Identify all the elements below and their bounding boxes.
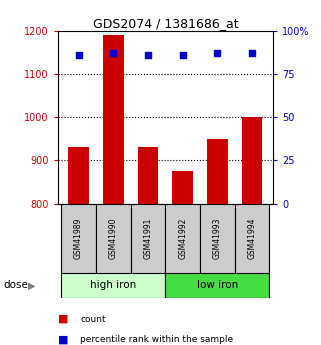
Bar: [242, 117, 263, 204]
Text: GSM41992: GSM41992: [178, 217, 187, 259]
Text: ■: ■: [58, 335, 68, 345]
Text: percentile rank within the sample: percentile rank within the sample: [80, 335, 233, 344]
Bar: [61, 273, 165, 298]
Text: GSM41990: GSM41990: [109, 217, 118, 259]
Bar: [61, 204, 96, 273]
Bar: [172, 171, 193, 204]
Point: [215, 51, 220, 56]
Bar: [165, 204, 200, 273]
Bar: [131, 204, 165, 273]
Bar: [96, 204, 131, 273]
Text: GSM41989: GSM41989: [74, 217, 83, 259]
Point: [180, 52, 185, 58]
Text: dose: dose: [3, 280, 28, 290]
Text: GSM41991: GSM41991: [143, 217, 152, 259]
Point: [111, 51, 116, 56]
Bar: [235, 204, 269, 273]
Text: GSM41993: GSM41993: [213, 217, 222, 259]
Bar: [200, 204, 235, 273]
Bar: [207, 139, 228, 204]
Point: [76, 52, 81, 58]
Title: GDS2074 / 1381686_at: GDS2074 / 1381686_at: [92, 17, 238, 30]
Point: [249, 51, 255, 56]
Text: GSM41994: GSM41994: [247, 217, 256, 259]
Text: ▶: ▶: [28, 280, 36, 290]
Text: high iron: high iron: [90, 280, 136, 290]
Bar: [103, 36, 124, 204]
Text: count: count: [80, 315, 106, 324]
Point: [145, 52, 151, 58]
Text: low iron: low iron: [197, 280, 238, 290]
Bar: [68, 148, 89, 204]
Bar: [165, 273, 269, 298]
Bar: [138, 148, 158, 204]
Text: ■: ■: [58, 314, 68, 324]
